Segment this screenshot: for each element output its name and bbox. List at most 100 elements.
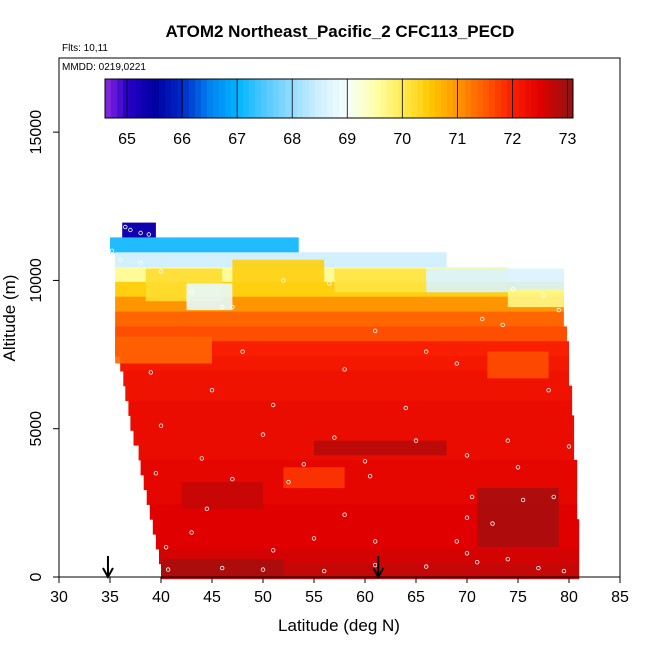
heatmap-row bbox=[120, 356, 569, 372]
colorbar-swatch bbox=[267, 79, 274, 118]
colorbar-swatch bbox=[255, 79, 262, 118]
colorbar-swatch bbox=[513, 79, 520, 118]
heatmap-patch bbox=[314, 440, 447, 456]
colorbar-swatch bbox=[237, 79, 244, 118]
colorbar-swatch bbox=[177, 79, 184, 118]
colorbar-swatch bbox=[309, 79, 316, 118]
colorbar-tick-label: 65 bbox=[118, 131, 136, 148]
colorbar-swatch bbox=[351, 79, 358, 118]
colorbar-swatch bbox=[285, 79, 292, 118]
colorbar-swatch bbox=[411, 79, 418, 118]
colorbar-swatch bbox=[519, 79, 526, 118]
colorbar-swatch bbox=[327, 79, 334, 118]
x-tick-label: 55 bbox=[305, 589, 323, 606]
colorbar-swatch bbox=[249, 79, 256, 118]
heatmap-row bbox=[133, 430, 575, 446]
heatmap-row bbox=[152, 519, 580, 535]
heatmap-patch bbox=[115, 336, 212, 364]
x-tick-label: 60 bbox=[356, 589, 374, 606]
sample-point bbox=[163, 545, 169, 550]
flights-label: Flts: 10,11 bbox=[62, 43, 108, 54]
colorbar-swatch bbox=[195, 79, 202, 118]
colorbar-swatch bbox=[549, 79, 556, 118]
colorbar-swatch bbox=[111, 79, 118, 118]
colorbar-tick-labels: 65 66 67 68 69 70 71 72 73 bbox=[118, 131, 576, 148]
sample-point bbox=[271, 402, 276, 408]
sample-point bbox=[469, 494, 475, 500]
colorbar-swatch bbox=[153, 79, 160, 118]
sample-point bbox=[475, 560, 480, 565]
colorbar-swatch bbox=[315, 79, 322, 118]
sample-point bbox=[146, 232, 151, 237]
heatmap-row bbox=[128, 400, 573, 416]
sample-point bbox=[520, 497, 526, 503]
sample-point bbox=[342, 367, 347, 372]
sample-point bbox=[219, 565, 225, 571]
colorbar-swatch bbox=[231, 79, 238, 118]
sample-point bbox=[556, 307, 561, 313]
colorbar-swatch bbox=[333, 79, 340, 118]
sample-point bbox=[117, 257, 123, 262]
heatmap-patch bbox=[477, 488, 559, 548]
heatmap-row bbox=[130, 415, 575, 431]
colorbar-swatch bbox=[321, 79, 328, 118]
colorbar-swatch bbox=[387, 79, 394, 118]
chart-title: ATOM2 Northeast_Pacific_2 CFC113_PECD bbox=[166, 22, 515, 41]
colorbar-swatch bbox=[531, 79, 538, 118]
colorbar-swatch bbox=[147, 79, 154, 118]
colorbar-swatch bbox=[141, 79, 148, 118]
heatmap-patch bbox=[186, 283, 233, 311]
colorbar-tick-label: 71 bbox=[448, 131, 466, 148]
heatmap-patch bbox=[487, 351, 549, 379]
sample-point bbox=[500, 322, 505, 328]
colorbar-swatch bbox=[435, 79, 442, 118]
colorbar-tick-label: 67 bbox=[228, 131, 246, 148]
colorbar-swatch bbox=[291, 79, 298, 118]
colorbar-swatch bbox=[357, 79, 364, 118]
sample-point bbox=[158, 423, 164, 428]
sample-point bbox=[332, 435, 337, 440]
sample-point bbox=[148, 370, 153, 375]
colorbar-swatch bbox=[423, 79, 430, 118]
mmdd-label: MMDD: 0219,0221 bbox=[62, 62, 146, 73]
sample-point bbox=[189, 290, 194, 295]
colorbar-swatch bbox=[339, 79, 346, 118]
sample-point bbox=[260, 432, 266, 437]
colorbar-swatch bbox=[243, 79, 250, 118]
sample-point bbox=[413, 438, 419, 443]
sample-point bbox=[322, 568, 327, 574]
sample-point bbox=[536, 565, 541, 571]
colorbar-swatch bbox=[207, 79, 214, 118]
sample-point bbox=[199, 456, 204, 461]
colorbar-swatch bbox=[429, 79, 436, 118]
plot-area bbox=[102, 222, 580, 580]
colorbar: 65 66 67 68 69 70 71 72 73 bbox=[104, 78, 576, 148]
heatmap-patch bbox=[283, 467, 345, 489]
plot-frame bbox=[58, 57, 621, 578]
colorbar-swatch bbox=[273, 79, 280, 118]
colorbar-swatch bbox=[117, 79, 124, 118]
colorbar-tick-label: 66 bbox=[173, 131, 191, 148]
y-tick-label: 15000 bbox=[28, 110, 45, 155]
sample-point bbox=[153, 471, 159, 476]
colorbar-swatch bbox=[555, 79, 562, 118]
colorbar-swatch bbox=[105, 79, 112, 118]
colorbar-swatch bbox=[483, 79, 490, 118]
sample-point bbox=[327, 281, 332, 286]
colorbar-swatch bbox=[279, 79, 286, 118]
sample-point bbox=[403, 405, 408, 411]
sample-point bbox=[480, 316, 485, 322]
x-tick-label: 65 bbox=[407, 589, 425, 606]
heatmap-patch bbox=[426, 268, 564, 293]
colorbar-swatch bbox=[537, 79, 544, 118]
heatmap-patch bbox=[334, 268, 427, 293]
sample-point bbox=[505, 438, 510, 443]
colorbar-tick-label: 72 bbox=[504, 131, 522, 148]
sample-points bbox=[109, 224, 572, 574]
sample-point bbox=[464, 551, 470, 556]
y-tick-label: 0 bbox=[28, 572, 45, 581]
colorbar-swatch bbox=[297, 79, 304, 118]
x-tick-label: 40 bbox=[152, 589, 170, 606]
sample-point bbox=[373, 328, 378, 333]
